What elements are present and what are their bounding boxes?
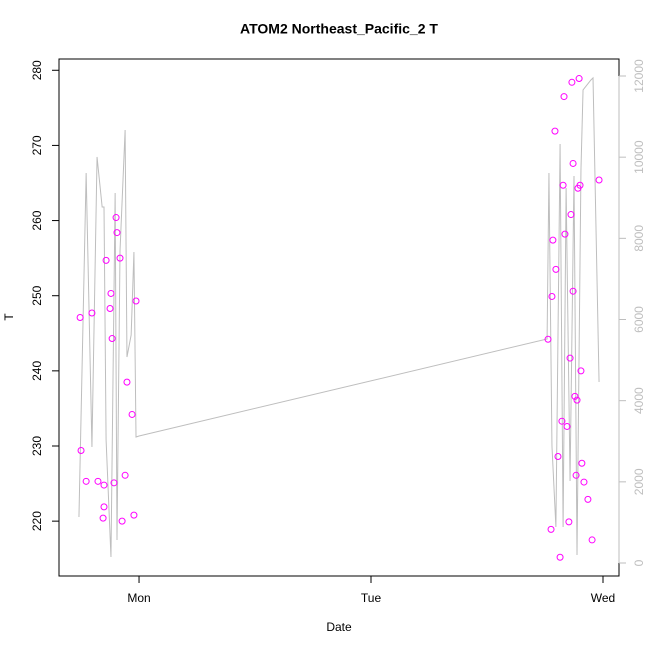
data-point — [110, 479, 118, 487]
data-point — [566, 354, 574, 362]
data-point — [576, 181, 584, 189]
data-point — [577, 367, 585, 375]
data-point — [549, 236, 557, 244]
x-axis-label: Date — [326, 620, 352, 634]
data-point — [554, 453, 562, 461]
data-point — [584, 495, 592, 503]
data-point — [588, 536, 596, 544]
x-tick-label: Wed — [591, 591, 615, 605]
data-point — [558, 417, 566, 425]
data-point — [82, 477, 90, 485]
data-point — [107, 289, 115, 297]
y-tick-label: 250 — [30, 285, 44, 305]
data-point — [100, 503, 108, 511]
data-point — [128, 410, 136, 418]
y-tick-label: 280 — [30, 60, 44, 80]
data-point — [569, 287, 577, 295]
data-point — [112, 214, 120, 222]
y-tick-label: 220 — [30, 511, 44, 531]
y2-tick-label: 2000 — [632, 468, 646, 495]
x-tick-label: Mon — [127, 591, 150, 605]
data-point — [102, 256, 110, 264]
data-point — [568, 78, 576, 86]
x-tick-label: Tue — [361, 591, 382, 605]
data-point — [559, 181, 567, 189]
data-point — [94, 477, 102, 485]
data-point — [130, 511, 138, 519]
data-point — [121, 471, 129, 479]
data-point — [118, 517, 126, 525]
data-point — [573, 396, 581, 404]
data-point — [116, 254, 124, 262]
data-point — [578, 459, 586, 467]
data-point — [560, 93, 568, 101]
y2-tick-label: 10000 — [632, 140, 646, 174]
data-point — [76, 314, 84, 321]
data-point — [561, 230, 569, 238]
data-point — [552, 265, 560, 273]
y2-tick-label: 12000 — [632, 59, 646, 93]
data-point — [565, 518, 573, 526]
y-axis-label: T — [2, 313, 16, 321]
y2-tick-label: 8000 — [632, 225, 646, 252]
data-point — [567, 211, 575, 219]
data-point — [563, 422, 571, 430]
data-point — [572, 471, 580, 479]
data-point — [544, 335, 552, 343]
data-point — [547, 525, 555, 533]
data-point — [551, 127, 559, 135]
data-point — [99, 514, 107, 522]
data-point — [88, 309, 96, 317]
y2-tick-label: 0 — [632, 559, 646, 566]
y-tick-label: 270 — [30, 135, 44, 155]
data-point — [575, 75, 583, 83]
data-point — [108, 335, 116, 343]
data-point — [132, 297, 140, 305]
data-point — [580, 478, 588, 486]
data-point — [556, 553, 564, 561]
y-tick-label: 240 — [30, 361, 44, 381]
data-point — [113, 229, 121, 237]
y-tick-label: 230 — [30, 436, 44, 456]
y2-tick-label: 4000 — [632, 387, 646, 414]
y2-tick-label: 6000 — [632, 306, 646, 333]
data-point — [571, 392, 579, 400]
data-point — [123, 378, 131, 386]
data-point — [106, 304, 114, 312]
data-point — [548, 292, 556, 300]
data-point — [595, 176, 603, 184]
y-tick-label: 260 — [30, 210, 44, 230]
data-point — [569, 159, 577, 167]
data-point — [100, 481, 108, 489]
chart-title: ATOM2 Northeast_Pacific_2 T — [240, 21, 438, 37]
data-point — [77, 447, 85, 455]
data-line — [78, 76, 600, 558]
